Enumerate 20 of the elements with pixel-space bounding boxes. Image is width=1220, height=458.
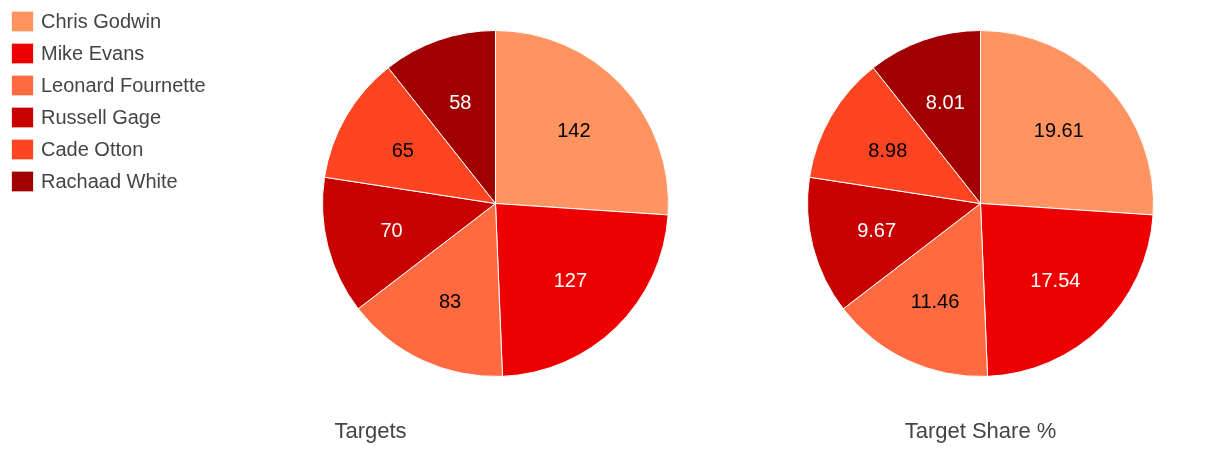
- legend-label: Mike Evans: [41, 41, 145, 65]
- legend-label: Leonard Fournette: [41, 73, 206, 97]
- data-label: 83: [438, 289, 462, 312]
- data-label: 142: [557, 119, 591, 142]
- data-label: 8.98: [868, 138, 908, 161]
- legend-label: Cade Otton: [41, 137, 144, 161]
- data-label: 17.54: [1030, 269, 1081, 292]
- legend-label: Russell Gage: [41, 105, 162, 129]
- text: Target Share %: [904, 417, 1057, 443]
- data-label: 58: [449, 91, 472, 114]
- data-label: 19.61: [1033, 119, 1084, 142]
- data-label: 65: [391, 138, 414, 161]
- legend-label: Rachaad White: [41, 169, 178, 193]
- legend-label: Chris Godwin: [41, 9, 162, 33]
- data-label: 70: [380, 219, 403, 242]
- text: Targets: [334, 417, 407, 443]
- data-label: 9.67: [857, 219, 897, 242]
- data-label: 8.01: [925, 91, 965, 114]
- data-label: 127: [553, 269, 588, 292]
- data-label: 11.46: [910, 289, 960, 312]
